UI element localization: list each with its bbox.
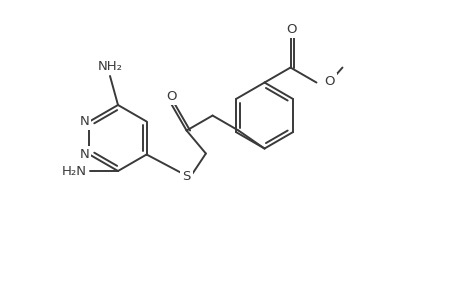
Text: N: N	[79, 115, 89, 128]
Text: O: O	[285, 23, 296, 36]
Text: NH₂: NH₂	[97, 59, 122, 73]
Text: H₂N: H₂N	[62, 164, 86, 178]
Text: N: N	[79, 148, 89, 161]
Text: O: O	[324, 75, 334, 88]
Text: S: S	[182, 170, 190, 183]
Text: O: O	[166, 90, 176, 103]
